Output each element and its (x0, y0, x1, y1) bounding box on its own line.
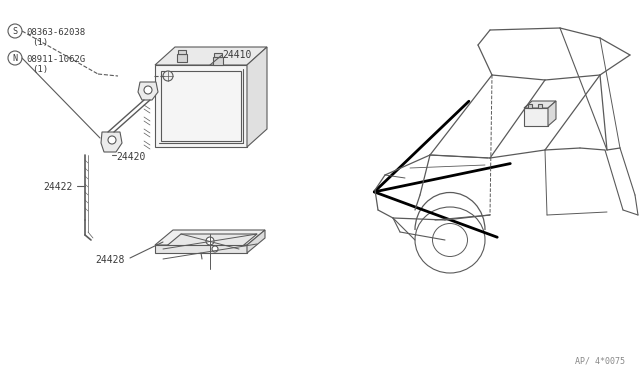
Polygon shape (177, 54, 187, 62)
Polygon shape (524, 108, 548, 126)
Polygon shape (528, 104, 532, 108)
Text: AP/ 4*0075: AP/ 4*0075 (575, 356, 625, 365)
Text: N: N (13, 54, 17, 62)
Polygon shape (213, 57, 223, 65)
Text: 24428: 24428 (95, 255, 124, 265)
Text: S: S (13, 26, 17, 35)
Polygon shape (101, 132, 122, 152)
Polygon shape (178, 50, 186, 54)
Text: 24410: 24410 (222, 50, 252, 60)
Circle shape (144, 86, 152, 94)
Text: 24422: 24422 (43, 182, 72, 192)
FancyArrowPatch shape (374, 101, 510, 237)
Polygon shape (247, 47, 267, 147)
Polygon shape (155, 65, 247, 147)
Text: (1): (1) (32, 38, 48, 47)
Polygon shape (524, 101, 556, 108)
Polygon shape (247, 230, 265, 253)
Text: 24420: 24420 (116, 152, 145, 162)
Circle shape (212, 246, 218, 252)
Circle shape (163, 71, 173, 81)
Text: 08363-62038: 08363-62038 (26, 28, 85, 37)
Circle shape (108, 136, 116, 144)
Polygon shape (138, 82, 158, 100)
Polygon shape (548, 101, 556, 126)
Polygon shape (214, 53, 222, 57)
Polygon shape (155, 230, 265, 245)
Polygon shape (538, 104, 542, 108)
Polygon shape (155, 245, 247, 253)
Text: 08911-1062G: 08911-1062G (26, 55, 85, 64)
Polygon shape (155, 47, 267, 65)
Text: (1): (1) (32, 65, 48, 74)
Polygon shape (163, 234, 257, 249)
Circle shape (206, 237, 214, 245)
